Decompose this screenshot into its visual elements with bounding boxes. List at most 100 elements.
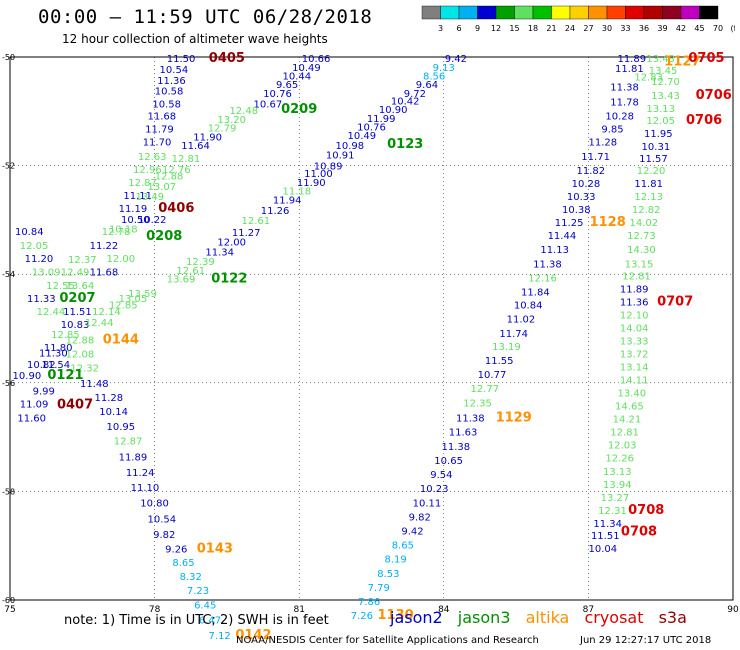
wave-height-label: 11.50 (167, 54, 196, 65)
wave-height-label: 10.82 (27, 360, 56, 371)
scale-label: 15 (509, 24, 519, 33)
chart-subtitle: 12 hour collection of altimeter wave hei… (62, 32, 328, 46)
satellite-legend: jason2 jason3 altika cryosat s3a (390, 608, 697, 627)
wave-height-label: 10.38 (562, 205, 591, 216)
wave-height-label: 11.25 (555, 218, 584, 229)
x-tick-label: 84 (438, 605, 450, 615)
wave-height-label: 13.49 (135, 192, 164, 203)
wave-height-label: 11.60 (17, 414, 46, 425)
legend-jason2: jason2 (390, 608, 443, 627)
wave-height-label: 8.56 (423, 71, 445, 82)
scale-label: 33 (620, 24, 630, 33)
wave-height-label: 12.00 (107, 254, 136, 265)
wave-height-label: 11.28 (589, 138, 618, 149)
wave-height-label: 10.58 (155, 87, 184, 98)
wave-height-label: 11.22 (90, 241, 119, 252)
wave-height-label: 9.82 (409, 512, 431, 523)
wave-height-label: 11.81 (615, 64, 644, 75)
legend-jason3: jason3 (457, 608, 511, 627)
wave-height-label: 10.89 (314, 162, 343, 173)
wave-height-label: 12.13 (634, 192, 663, 203)
wave-height-label: 14.04 (620, 323, 649, 334)
scale-label: 18 (528, 24, 538, 33)
wave-height-label: 11.38 (456, 414, 485, 425)
wave-height-label: 8.65 (172, 558, 194, 569)
wave-height-label: 11.38 (442, 442, 471, 453)
wave-height-label: 13.64 (66, 281, 95, 292)
y-tick-label: -52 (2, 162, 15, 171)
wave-height-label: 10.04 (589, 544, 618, 555)
wave-height-label: 12.81 (622, 271, 651, 282)
wave-height-label: 11.34 (205, 247, 234, 258)
wave-height-label: 8.53 (377, 569, 399, 580)
wave-height-label: 11.95 (644, 129, 673, 140)
wave-height-label: 13.09 (32, 267, 61, 278)
wave-height-label: 10.91 (326, 151, 355, 162)
wave-height-label: 13.43 (646, 54, 675, 65)
pass-time-label: 0121 (47, 368, 83, 383)
wave-height-label: 10.67 (254, 100, 283, 111)
wave-height-label: 11.55 (485, 356, 514, 367)
wave-height-label: 11.38 (533, 259, 562, 270)
wave-height-label: 11.90 (193, 132, 222, 143)
wave-height-label: 10.77 (478, 370, 507, 381)
pass-time-label: 0407 (57, 398, 93, 413)
wave-height-label: 7.26 (351, 611, 373, 622)
pass-time-label: 0708 (621, 525, 657, 540)
wave-height-label: 11.11 (123, 191, 152, 202)
wave-height-label: 9.13 (433, 63, 455, 74)
wave-height-label: 12.96 (133, 165, 162, 176)
wave-height-label: 10.18 (109, 225, 138, 236)
scale-label: 30 (602, 24, 612, 33)
wave-height-label: 10.14 (99, 407, 128, 418)
wave-height-label: 12.16 (528, 273, 557, 284)
wave-height-label: 9.85 (601, 125, 623, 136)
wave-height-label: 9.54 (430, 470, 452, 481)
wave-height-label: 12.48 (229, 106, 258, 117)
wave-height-label: 10.76 (357, 123, 386, 134)
wave-height-label: 12.81 (172, 154, 201, 165)
wave-height-label: 12.08 (66, 349, 95, 360)
wave-height-label: 11.36 (157, 76, 186, 87)
wave-height-label: 12.05 (646, 116, 675, 127)
wave-height-label: 10.95 (107, 422, 136, 433)
plot-frame (9, 56, 734, 601)
wave-height-label: 13.72 (620, 349, 649, 360)
wave-height-label: 13.43 (651, 91, 680, 102)
wave-height-label: 11.82 (576, 166, 605, 177)
wave-height-label: 10.80 (140, 498, 169, 509)
wave-height-label: 11.26 (261, 206, 290, 217)
wave-height-label: 13.05 (119, 294, 148, 305)
wave-height-label: 11.78 (610, 98, 639, 109)
wave-height-label: 10.98 (335, 141, 364, 152)
wave-height-label: 10.33 (567, 192, 596, 203)
wave-height-label: 11.89 (617, 54, 646, 65)
wave-height-label: 14.11 (620, 376, 649, 387)
wave-height-label: 13.59 (128, 289, 157, 300)
wave-height-label: 11.34 (593, 519, 622, 530)
scale-label: 42 (676, 24, 686, 33)
wave-height-label: 12.44 (85, 318, 114, 329)
wave-height-label: 10.11 (413, 498, 442, 509)
wave-height-label: 7.79 (368, 583, 390, 594)
wave-height-label: 11.24 (126, 468, 155, 479)
wave-height-label: 12.81 (610, 428, 639, 439)
scale-label: 9 (475, 24, 480, 33)
wave-height-label: 12.44 (37, 307, 66, 318)
wave-height-label: 9.72 (404, 89, 426, 100)
wave-height-label: 12.70 (651, 77, 680, 88)
wave-height-label: 12.87 (128, 178, 157, 189)
wave-height-label: 6.47 (199, 616, 221, 627)
wave-height-label: 12.83 (634, 73, 663, 84)
chart-title: 00:00 – 11:59 UTC 06/28/2018 (38, 6, 373, 28)
wave-height-label: 14.30 (627, 245, 656, 256)
wave-height-label: 12.73 (627, 231, 656, 242)
pass-time-label: 0705 (688, 51, 724, 66)
wave-height-label: 9.99 (33, 386, 55, 397)
wave-height-label: 11.51 (63, 307, 92, 318)
wave-height-label: 11.99 (367, 114, 396, 125)
wave-height-label: 14.02 (630, 218, 659, 229)
wave-height-label: 11.79 (145, 125, 174, 136)
wave-height-label: 10.54 (148, 515, 177, 526)
